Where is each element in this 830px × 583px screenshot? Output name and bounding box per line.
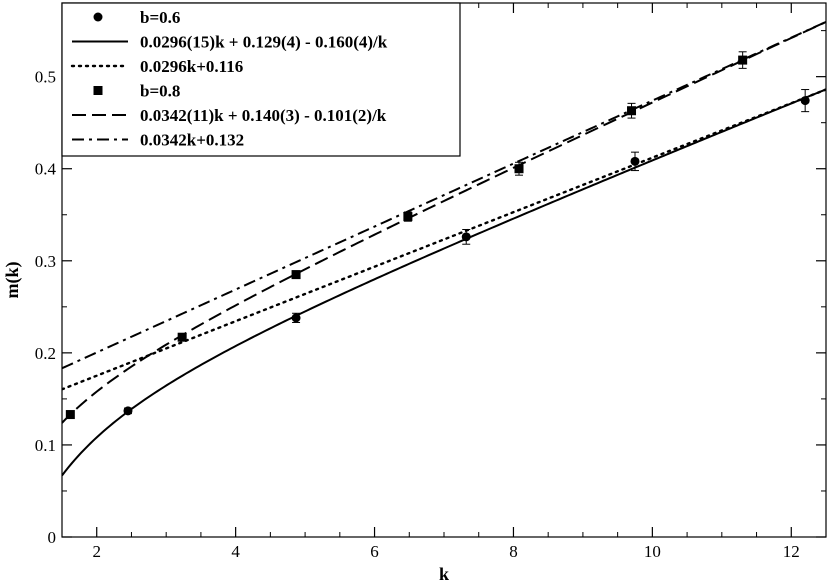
x-tick-label: 12: [783, 542, 800, 561]
data-point-circle: [123, 406, 133, 416]
y-tick-label: 0.4: [35, 160, 57, 179]
data-point-circle: [630, 156, 640, 166]
x-tick-label: 4: [231, 542, 240, 561]
legend-label: 0.0342(11)k + 0.140(3) - 0.101(2)/k: [140, 106, 387, 125]
data-point-circle: [800, 96, 810, 106]
data-point-circle: [291, 313, 301, 323]
data-point-square: [291, 270, 301, 280]
legend-label: b=0.8: [140, 82, 180, 101]
points-layer: [65, 51, 810, 420]
legend-marker-circle: [93, 12, 103, 22]
legend-label: 0.0296k+0.116: [140, 57, 243, 76]
ticks-layer: 2 4 6 8 10 12 0 0.1 0.2 0.3 0.4 0.5: [35, 3, 827, 561]
legend-label: b=0.6: [140, 8, 180, 27]
series-curve-dashdot: [62, 20, 826, 370]
y-tick-label: 0: [48, 528, 57, 547]
data-point-square: [65, 410, 75, 420]
legend-marker-square: [93, 86, 103, 95]
y-tick-label: 0.1: [35, 436, 56, 455]
x-tick-label: 8: [509, 542, 518, 561]
data-point-square: [738, 55, 748, 65]
y-tick-label: 0.3: [35, 252, 56, 271]
y-tick-label: 0.2: [35, 344, 56, 363]
data-point-square: [403, 212, 413, 222]
legend-label: 0.0342k+0.132: [140, 131, 244, 150]
x-axis-title: k: [439, 564, 449, 583]
series-curve-solid: [62, 88, 826, 477]
data-point-circle: [461, 232, 471, 242]
data-point-square: [627, 106, 637, 116]
x-tick-label: 10: [644, 542, 661, 561]
y-axis-title: m(k): [2, 262, 23, 299]
legend-box: [61, 2, 461, 157]
legend: b=0.6 0.0296(15)k + 0.129(4) - 0.160(4)/k…: [61, 2, 461, 157]
curves-layer: [62, 20, 826, 477]
y-tick-label: 0.5: [35, 68, 56, 87]
data-point-square: [514, 164, 524, 174]
data-point-square: [177, 332, 187, 342]
x-tick-label: 2: [92, 542, 101, 561]
x-tick-label: 6: [370, 542, 379, 561]
legend-label: 0.0296(15)k + 0.129(4) - 0.160(4)/k: [140, 33, 388, 52]
series-curve-dashed: [62, 21, 826, 424]
